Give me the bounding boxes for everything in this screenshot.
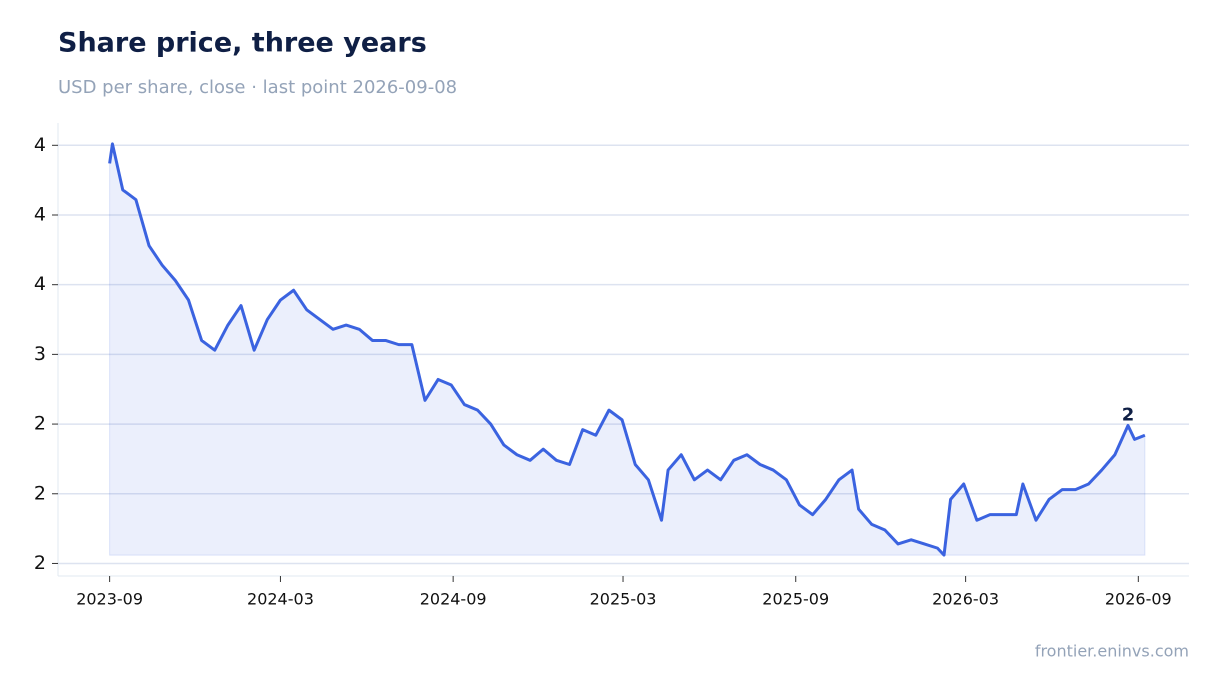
x-tick-label: 2023-09	[76, 590, 143, 609]
annotation: 2	[1122, 404, 1135, 425]
y-tick-label: 2	[34, 413, 46, 435]
x-tick-label: 2025-09	[762, 590, 829, 609]
x-tick-label: 2025-03	[590, 590, 657, 609]
chart-subtitle: USD per share, close · last point 2026-0…	[58, 77, 457, 98]
x-tick-label: 2024-09	[420, 590, 487, 609]
y-tick-label: 4	[34, 273, 46, 295]
line	[108, 142, 1146, 557]
y-tick-label: 2	[34, 482, 46, 504]
y-tick-label: 4	[34, 203, 46, 225]
y-tick-label: 3	[34, 343, 46, 365]
source: frontier.eninvs.com	[1035, 642, 1189, 661]
y-tick-label: 2	[34, 552, 46, 574]
y-tick-label: 4	[34, 134, 46, 156]
x-tick-label: 2024-03	[247, 590, 314, 609]
x-tick-label: 2026-09	[1105, 590, 1172, 609]
chart-title: Share price, three years	[58, 28, 427, 59]
x-tick-label: 2026-03	[932, 590, 999, 609]
